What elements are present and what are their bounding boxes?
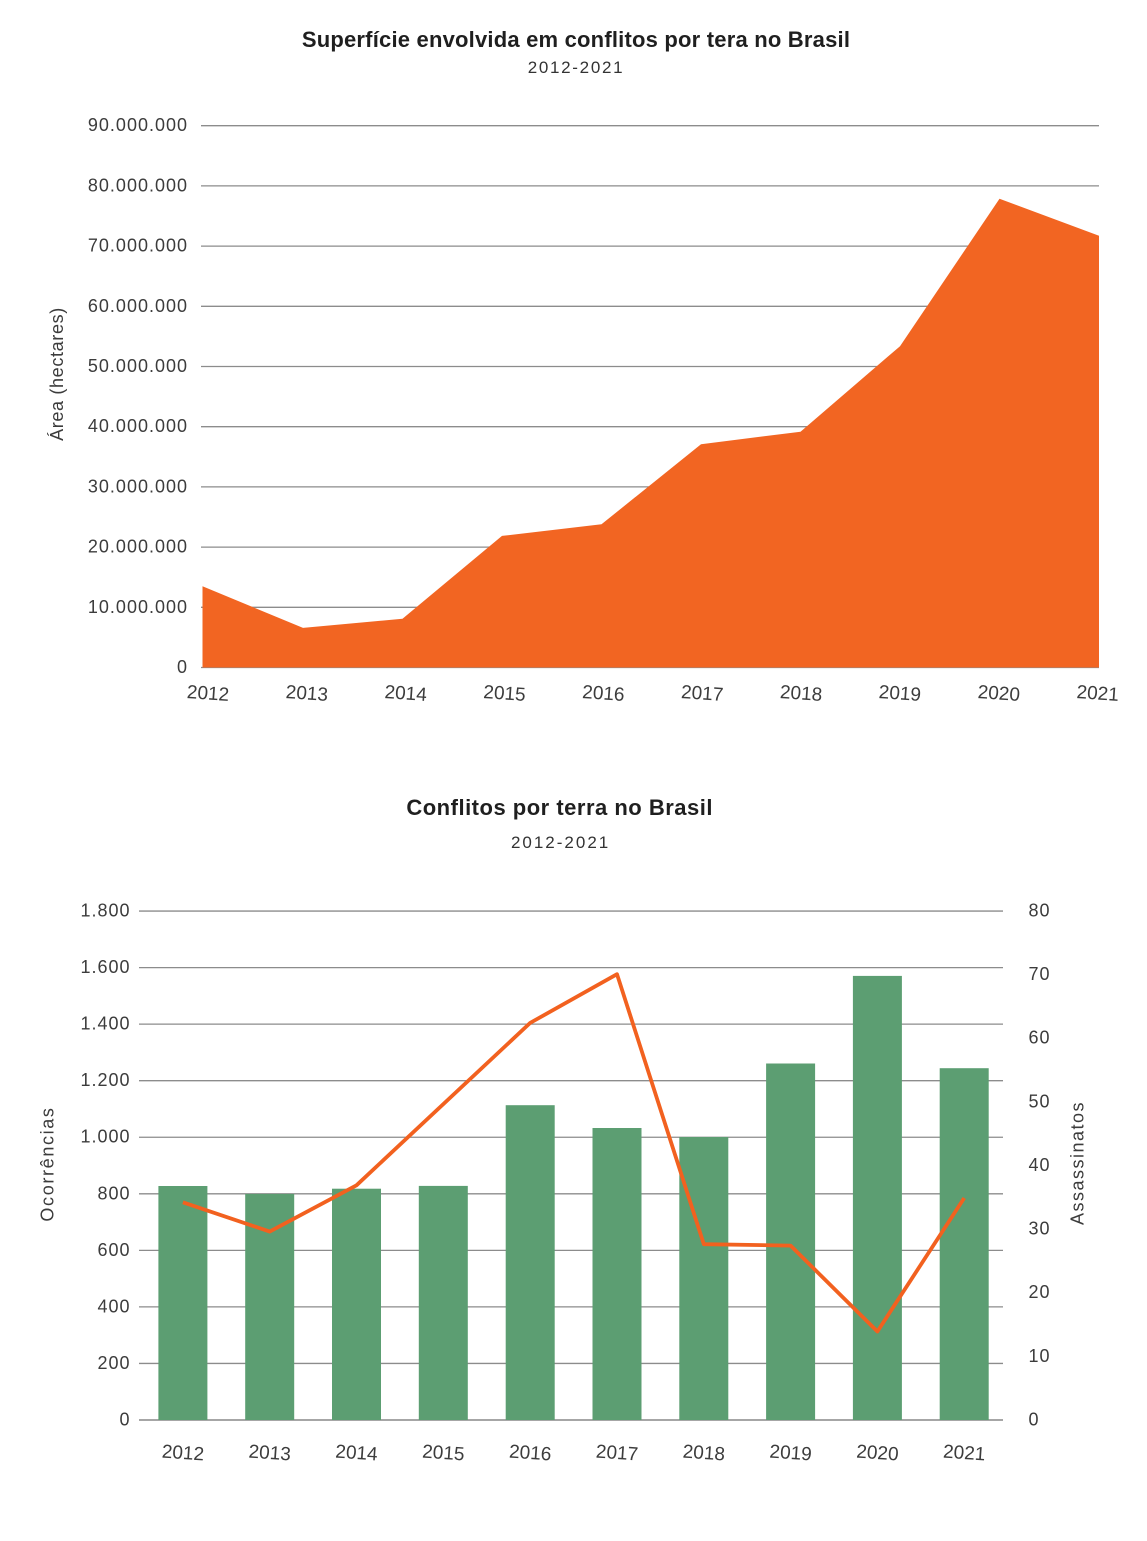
svg-text:2014: 2014 — [335, 1442, 379, 1466]
svg-text:Conflitos por terra no Brasil: Conflitos por terra no Brasil — [406, 795, 713, 820]
svg-text:50.000.000: 50.000.000 — [88, 356, 188, 376]
svg-text:2019: 2019 — [769, 1442, 813, 1466]
svg-text:40: 40 — [1029, 1155, 1051, 1175]
svg-text:Superfície envolvida em confli: Superfície envolvida em conflitos por te… — [302, 27, 850, 52]
svg-text:2015: 2015 — [483, 682, 527, 706]
svg-text:30.000.000: 30.000.000 — [88, 476, 188, 496]
svg-text:600: 600 — [97, 1240, 130, 1260]
svg-text:70.000.000: 70.000.000 — [88, 236, 188, 256]
svg-text:2012: 2012 — [186, 682, 230, 706]
svg-text:Assassinatos: Assassinatos — [1068, 1101, 1088, 1225]
svg-text:2018: 2018 — [682, 1442, 726, 1466]
svg-text:80: 80 — [1029, 901, 1051, 921]
svg-text:50: 50 — [1029, 1091, 1051, 1111]
svg-text:2021: 2021 — [1076, 682, 1120, 706]
svg-text:2012-2021: 2012-2021 — [528, 58, 625, 77]
svg-text:20: 20 — [1029, 1282, 1051, 1302]
svg-text:60.000.000: 60.000.000 — [88, 296, 188, 316]
svg-text:2021: 2021 — [942, 1442, 986, 1466]
svg-text:10.000.000: 10.000.000 — [88, 597, 188, 617]
svg-text:80.000.000: 80.000.000 — [88, 175, 188, 195]
svg-text:2013: 2013 — [248, 1442, 292, 1466]
svg-text:Ocorrências: Ocorrências — [38, 1106, 58, 1221]
svg-text:2012: 2012 — [161, 1442, 205, 1466]
svg-text:0: 0 — [177, 657, 188, 677]
svg-text:1.600: 1.600 — [80, 957, 130, 977]
svg-text:10: 10 — [1029, 1346, 1051, 1366]
svg-text:2019: 2019 — [878, 682, 922, 706]
svg-text:800: 800 — [97, 1183, 130, 1203]
svg-text:2020: 2020 — [856, 1442, 900, 1466]
svg-text:20.000.000: 20.000.000 — [88, 537, 188, 557]
svg-text:1.400: 1.400 — [80, 1014, 130, 1034]
svg-text:90.000.000: 90.000.000 — [88, 115, 188, 135]
svg-text:2015: 2015 — [422, 1442, 466, 1466]
svg-text:2020: 2020 — [977, 682, 1021, 706]
svg-text:70: 70 — [1029, 964, 1051, 984]
svg-text:40.000.000: 40.000.000 — [88, 416, 188, 436]
svg-text:1.000: 1.000 — [80, 1127, 130, 1147]
svg-text:2018: 2018 — [779, 682, 823, 706]
svg-text:0: 0 — [1029, 1410, 1040, 1430]
svg-text:2017: 2017 — [595, 1442, 639, 1466]
svg-text:2013: 2013 — [285, 682, 329, 706]
svg-text:400: 400 — [97, 1296, 130, 1316]
svg-text:2016: 2016 — [508, 1442, 552, 1466]
svg-text:2017: 2017 — [680, 682, 724, 706]
svg-text:30: 30 — [1029, 1219, 1051, 1239]
svg-text:Área (hectares): Área (hectares) — [47, 307, 67, 441]
svg-text:2016: 2016 — [582, 682, 626, 706]
svg-text:0: 0 — [119, 1410, 130, 1430]
svg-text:200: 200 — [97, 1353, 130, 1373]
svg-text:2012-2021: 2012-2021 — [511, 833, 610, 852]
svg-text:1.800: 1.800 — [80, 901, 130, 921]
svg-text:60: 60 — [1029, 1028, 1051, 1048]
svg-text:2014: 2014 — [384, 682, 428, 706]
svg-text:1.200: 1.200 — [80, 1070, 130, 1090]
